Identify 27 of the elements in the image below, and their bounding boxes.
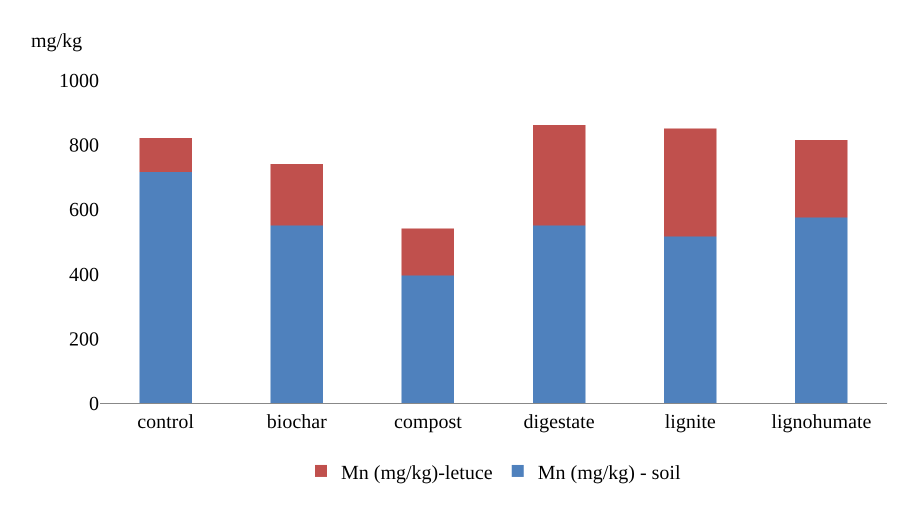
x-tick-label: lignite	[664, 411, 716, 433]
bar	[664, 128, 716, 237]
bar	[532, 125, 586, 226]
x-tick-label: biochar	[266, 411, 328, 433]
bar	[402, 228, 454, 276]
y-tick-label: 0	[89, 393, 99, 415]
bar	[402, 275, 454, 403]
y-tick-label: 1000	[59, 70, 99, 92]
y-tick-label: 800	[69, 134, 99, 157]
x-tick-label: digestate	[524, 411, 595, 433]
x-tick-label: lignohumate	[771, 411, 872, 433]
bar	[139, 138, 192, 172]
bar	[795, 140, 848, 218]
legend-label: Mn (mg/kg)-letuce	[341, 462, 493, 484]
legend-label: Mn (mg/kg) - soil	[538, 462, 681, 484]
bar	[270, 225, 323, 403]
bar	[270, 164, 323, 226]
bar	[532, 225, 586, 403]
bar	[795, 217, 848, 403]
x-tick-label: compost	[394, 411, 462, 433]
y-axis-title: mg/kg	[31, 30, 82, 52]
x-tick-label: control	[137, 411, 194, 433]
bar	[139, 172, 192, 403]
y-tick-label: 200	[69, 328, 99, 350]
bar	[664, 236, 716, 403]
y-tick-label: 600	[69, 199, 99, 222]
y-tick-label: 400	[69, 264, 99, 286]
